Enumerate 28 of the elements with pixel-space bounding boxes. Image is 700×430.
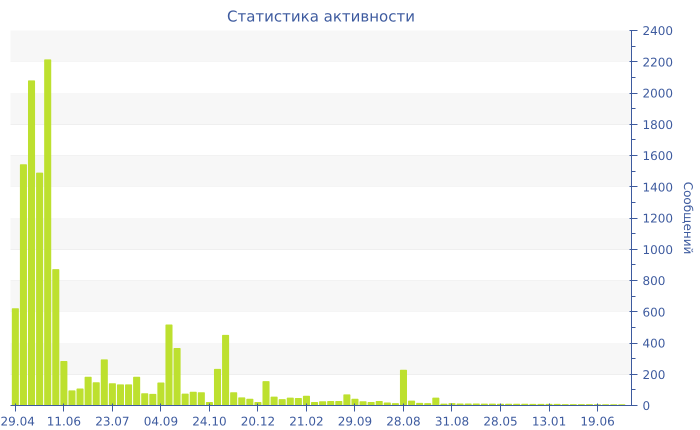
x-tick-label: 21.02 <box>289 414 324 428</box>
x-tick-label: 19.06 <box>580 414 615 428</box>
x-tick-label: 20.12 <box>240 414 276 428</box>
y-tick-label: 200 <box>642 368 666 382</box>
x-tick-label: 24.10 <box>192 414 227 428</box>
y-tick-label: 800 <box>642 274 666 288</box>
y-tick-label: 1600 <box>642 149 674 163</box>
x-tick-label: 04.09 <box>144 414 178 428</box>
x-tick-label: 13.01 <box>532 414 566 428</box>
x-tick-label: 31.08 <box>434 414 470 428</box>
y-tick-label: 0 <box>642 399 650 413</box>
x-tick-label: 11.06 <box>46 414 82 428</box>
x-tick-label: 28.08 <box>386 414 421 428</box>
y-tick-label: 600 <box>642 305 666 320</box>
x-tick-label: 29.09 <box>338 414 372 428</box>
y-tick-label: 1800 <box>642 118 674 132</box>
y-tick-label: 2000 <box>642 86 674 100</box>
y-tick-label: 1000 <box>642 242 674 257</box>
y-tick-label: 400 <box>642 336 666 350</box>
y-tick-label: 1400 <box>642 180 674 194</box>
y-tick-label: 1200 <box>642 212 674 226</box>
y-tick-label: 2200 <box>642 55 674 70</box>
y-axis-title: Сообщений <box>681 182 696 254</box>
x-tick-label: 29.04 <box>0 414 35 428</box>
x-tick-label: 28.05 <box>483 414 518 428</box>
y-tick-label: 2400 <box>642 24 674 38</box>
x-tick-label: 23.07 <box>95 414 130 428</box>
chart-title: Статистика активности <box>227 8 415 26</box>
